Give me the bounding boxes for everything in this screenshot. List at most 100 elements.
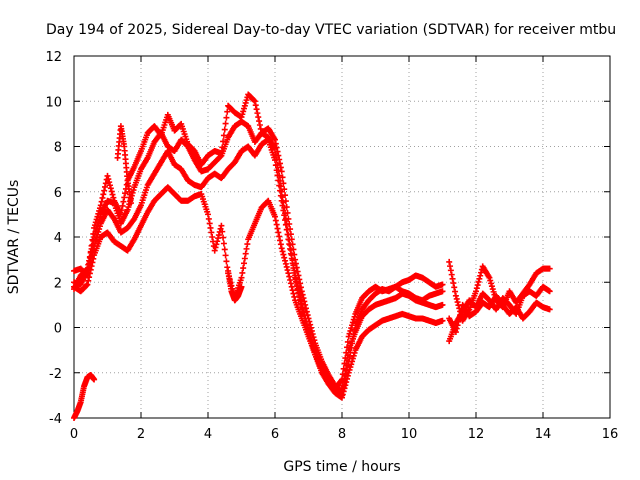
data-point (208, 229, 215, 236)
data-point (287, 276, 294, 283)
data-point (294, 285, 301, 292)
data-point (122, 190, 129, 197)
data-point (280, 180, 287, 187)
data-point (292, 256, 299, 263)
data-point (546, 265, 553, 272)
data-point (287, 245, 294, 252)
data-point (273, 167, 280, 174)
data-point (439, 281, 446, 288)
data-point (439, 317, 446, 324)
data-point (546, 288, 553, 295)
data-point (347, 364, 354, 371)
data-point (453, 325, 460, 332)
data-point (447, 263, 454, 270)
data-point (224, 108, 231, 115)
data-point (95, 228, 102, 235)
data-point (347, 327, 354, 334)
data-point (349, 358, 356, 365)
data-point (239, 111, 246, 118)
data-point (242, 99, 249, 106)
data-point (127, 200, 134, 207)
data-point (277, 187, 284, 194)
data-point (238, 283, 245, 290)
data-point (447, 267, 454, 274)
data-point (242, 250, 249, 257)
data-point (211, 247, 218, 254)
y-tick-label: -4 (49, 412, 62, 427)
data-point (292, 274, 299, 281)
data-point (251, 98, 258, 105)
data-point (288, 283, 295, 290)
data-point (284, 231, 291, 238)
data-point (452, 288, 459, 295)
data-point (288, 255, 295, 262)
data-point (205, 215, 212, 222)
data-point (255, 114, 262, 121)
data-point (243, 245, 250, 252)
data-point (240, 108, 247, 115)
data-point (280, 251, 287, 258)
y-axis-label: SDTVAR / TECUs (6, 180, 22, 295)
data-point (448, 271, 455, 278)
data-point (454, 322, 461, 329)
data-point (241, 102, 248, 109)
data-point (301, 298, 308, 305)
y-tick-label: 6 (54, 186, 62, 201)
data-point (98, 198, 105, 205)
data-point (285, 215, 292, 222)
data-point (253, 106, 260, 113)
y-tick-label: 2 (54, 276, 62, 291)
data-point (345, 369, 352, 376)
data-point (287, 250, 294, 257)
data-point (251, 97, 258, 104)
data-point (107, 182, 114, 189)
data-point (223, 114, 230, 121)
data-point (290, 290, 297, 297)
data-point (446, 258, 453, 265)
data-point (90, 255, 97, 262)
data-point (276, 233, 283, 240)
x-tick-label: 16 (602, 427, 619, 442)
data-point (109, 191, 116, 198)
data-point (221, 126, 228, 133)
data-point (214, 238, 221, 245)
data-point (223, 258, 230, 265)
data-point (239, 269, 246, 276)
data-point (87, 266, 94, 273)
data-point (217, 153, 224, 160)
data-point (297, 300, 304, 307)
data-point (344, 375, 351, 382)
data-point (275, 229, 282, 236)
data-point (439, 288, 446, 295)
data-point (274, 225, 281, 232)
data-point (477, 272, 484, 279)
data-point (285, 270, 292, 277)
data-point (100, 191, 107, 198)
data-point (221, 246, 228, 253)
data-point (274, 172, 281, 179)
data-point (457, 312, 464, 319)
data-point (241, 105, 248, 112)
data-point (473, 288, 479, 295)
data-point (106, 179, 113, 186)
data-point (302, 301, 309, 308)
data-point (272, 136, 278, 143)
data-point (118, 207, 125, 214)
x-tick-label: 8 (338, 427, 346, 442)
data-point (290, 265, 297, 272)
series-track-j (225, 267, 245, 304)
data-point (277, 241, 284, 248)
data-point (272, 213, 278, 220)
data-point (108, 188, 115, 195)
data-point (298, 288, 305, 295)
x-tick-label: 4 (204, 427, 212, 442)
data-point (130, 187, 137, 194)
y-tick-label: 8 (54, 141, 62, 156)
data-point (220, 132, 227, 139)
data-point (256, 118, 263, 125)
data-point (286, 273, 293, 280)
y-tick-label: 10 (45, 95, 62, 110)
data-point (473, 285, 480, 292)
data-point (294, 268, 301, 275)
axis-ticks: 0 2 4 6 8 10 12 14 16 -4 -2 0 2 4 6 8 10 12 (45, 50, 618, 442)
